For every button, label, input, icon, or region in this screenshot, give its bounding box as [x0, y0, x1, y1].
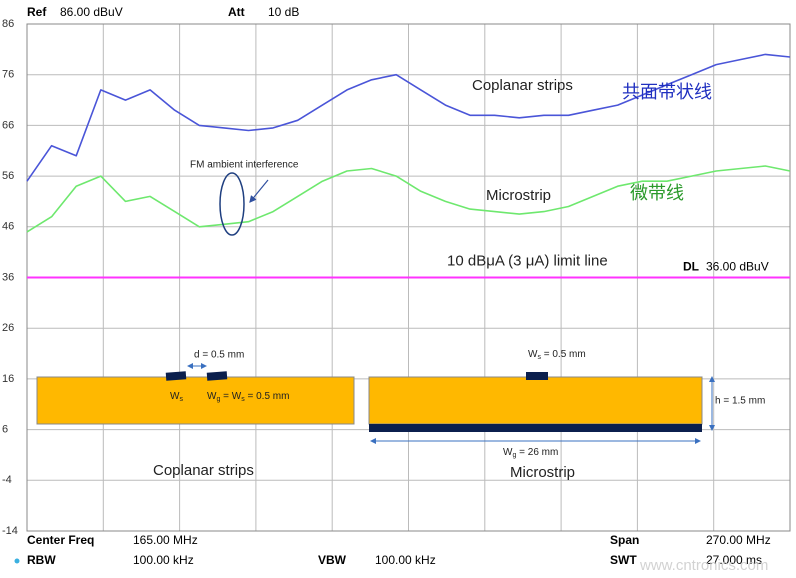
- interference-arrow: [249, 179, 269, 203]
- span-value: 270.00 MHz: [706, 533, 771, 547]
- rbw-value: 100.00 kHz: [133, 553, 194, 567]
- label-part: W: [503, 447, 513, 458]
- series-line: [26, 53, 791, 182]
- swt-label: SWT: [610, 553, 637, 567]
- watermark: www.cntronics.com: [639, 557, 768, 574]
- y-tick-label: 66: [2, 119, 14, 131]
- microstrip-strip: [526, 372, 548, 380]
- att-value: 10 dB: [268, 5, 299, 19]
- series-line: [26, 165, 791, 233]
- label-part: W: [528, 349, 538, 360]
- series-label: Coplanar strips: [472, 77, 573, 94]
- y-tick-label: 86: [2, 18, 14, 30]
- coplanar-substrate: [36, 376, 355, 425]
- coplanar-strip: [165, 371, 187, 381]
- label-part: = W: [220, 391, 241, 402]
- rbw-label: RBW: [27, 553, 56, 567]
- ground-plane: [369, 424, 702, 432]
- subscript: g: [512, 452, 516, 459]
- subscript: s: [537, 354, 541, 361]
- y-tick-label: 56: [2, 170, 14, 182]
- center-value: 165.00 MHz: [133, 533, 198, 547]
- ws-label: Ws: [170, 391, 183, 403]
- series-annotation: 共面带状线: [622, 82, 712, 102]
- limit-label: 10 dBμA (3 μA) limit line: [447, 252, 608, 269]
- y-tick-label: 6: [2, 424, 8, 436]
- microstrip-substrate: [368, 376, 703, 425]
- subscript: g: [216, 396, 220, 403]
- rbw-marker: [14, 558, 20, 564]
- subscript: s: [179, 396, 183, 403]
- y-tick-label: 16: [2, 373, 14, 385]
- label-part: W: [170, 391, 180, 402]
- vbw-value: 100.00 kHz: [375, 553, 436, 567]
- series-label: Microstrip: [486, 187, 551, 204]
- interference-note: FM ambient interference: [190, 160, 299, 171]
- y-tick-label: 36: [2, 271, 14, 283]
- wg-label: Wg = 26 mm: [503, 447, 558, 459]
- gap-label: d = 0.5 mm: [194, 350, 244, 361]
- interference-ellipse: [219, 172, 245, 236]
- y-tick-label: 76: [2, 69, 14, 81]
- label-part: W: [207, 391, 217, 402]
- y-tick-label: -14: [2, 525, 18, 537]
- dl-value: 36.00 dBuV: [706, 260, 769, 274]
- series-annotation: 微带线: [630, 183, 684, 203]
- label-part: = 0.5 mm: [541, 349, 586, 360]
- height-label: h = 1.5 mm: [715, 396, 765, 407]
- subscript: s: [241, 396, 245, 403]
- label-part: = 26 mm: [516, 447, 558, 458]
- label-part: = 0.5 mm: [245, 391, 290, 402]
- y-tick-label: -4: [2, 474, 12, 486]
- y-tick-label: 46: [2, 221, 14, 233]
- y-tick-label: 26: [2, 322, 14, 334]
- wg-label: Wg = Ws = 0.5 mm: [207, 391, 289, 403]
- vbw-label: VBW: [318, 553, 347, 567]
- span-label: Span: [610, 533, 639, 547]
- swt-value: 27.000 ms: [706, 553, 762, 567]
- ref-label: Ref: [27, 5, 47, 19]
- microstrip-caption: Microstrip: [510, 464, 575, 481]
- dl-label: DL: [683, 260, 699, 274]
- ref-value: 86.00 dBuV: [60, 5, 123, 19]
- coplanar-caption: Coplanar strips: [153, 462, 254, 479]
- att-label: Att: [228, 5, 245, 19]
- center-label: Center Freq: [27, 533, 94, 547]
- coplanar-strip: [206, 371, 228, 381]
- series-group: [26, 53, 791, 279]
- ws-label: Ws = 0.5 mm: [528, 349, 586, 361]
